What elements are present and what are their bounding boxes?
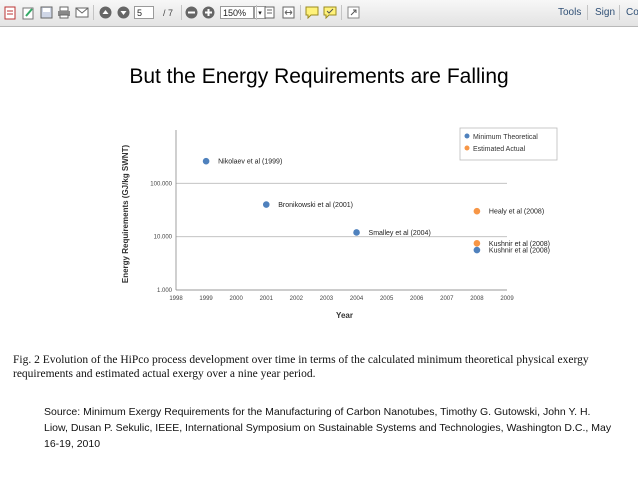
page-field-wrap: 5 xyxy=(133,4,155,21)
expand-icon[interactable] xyxy=(345,4,361,21)
data-point-label: Smalley et al (2004) xyxy=(369,230,431,237)
y-tick-label: 10.000 xyxy=(154,235,173,241)
next-page-icon[interactable] xyxy=(116,4,130,21)
data-point-label: Kushnir et al (2008) xyxy=(489,248,550,255)
data-point xyxy=(262,201,270,208)
data-point-label: Healy et al (2008) xyxy=(489,209,544,216)
comment-link[interactable]: Co xyxy=(626,7,638,18)
print-icon[interactable] xyxy=(56,4,72,21)
x-tick-label: 2008 xyxy=(470,296,484,302)
x-tick-label: 2001 xyxy=(260,296,274,302)
fit-page-icon[interactable] xyxy=(261,4,277,21)
page-number-input[interactable]: 5 xyxy=(134,6,154,19)
sticky-note-icon[interactable] xyxy=(304,4,320,21)
x-tick-label: 2009 xyxy=(500,296,514,302)
figure-caption-line-2: requirements and estimated actual exergy… xyxy=(13,368,316,380)
source-citation: Source: Minimum Exergy Requirements for … xyxy=(44,406,612,450)
email-icon[interactable] xyxy=(74,4,90,21)
y-axis-label: Energy Requirements (GJ/kg SWNT) xyxy=(121,145,130,284)
x-tick-label: 2000 xyxy=(230,296,244,302)
slide-page: But the Energy Requirements are Falling … xyxy=(0,27,638,479)
previous-page-icon[interactable] xyxy=(98,4,112,21)
legend-entry: Estimated Actual xyxy=(473,146,526,153)
page-total-label: / 7 xyxy=(162,7,173,18)
pdf-toolbar: 5 / 7 150% ▾ Tools Sign Co xyxy=(0,0,638,27)
data-point xyxy=(473,240,481,247)
energy-requirements-chart: 1.000 10.000 100.000 1998 1999 2000 2001 2002 20… xyxy=(121,127,558,320)
data-point-label: Nikolaev et al (1999) xyxy=(218,159,282,166)
data-point-label: Kushnir et al (2008) xyxy=(489,241,550,248)
edit-icon[interactable] xyxy=(20,4,36,21)
save-icon[interactable] xyxy=(38,4,54,21)
x-tick-label: 2004 xyxy=(350,296,364,302)
legend-marker xyxy=(464,133,470,139)
legend-marker xyxy=(464,145,470,151)
x-axis-label: Year xyxy=(336,311,353,320)
x-tick-label: 2007 xyxy=(440,296,454,302)
slide-title: But the Energy Requirements are Falling xyxy=(129,65,509,88)
y-tick-label: 100.000 xyxy=(150,181,172,187)
zoom-out-icon[interactable] xyxy=(184,4,198,21)
tools-link[interactable]: Tools xyxy=(558,7,582,18)
legend-entry: Minimum Theoretical xyxy=(473,134,538,141)
sign-link[interactable]: Sign xyxy=(595,7,616,18)
figure-caption-line-1: Fig. 2 Evolution of the HiPco process de… xyxy=(13,354,589,366)
create-pdf-icon[interactable] xyxy=(2,4,18,21)
x-tick-label: 1998 xyxy=(169,296,183,302)
zoom-in-icon[interactable] xyxy=(201,4,215,21)
x-tick-label: 2003 xyxy=(320,296,334,302)
zoom-level-input[interactable]: 150% xyxy=(220,6,254,19)
highlight-icon[interactable] xyxy=(322,4,338,21)
x-tick-label: 2002 xyxy=(290,296,304,302)
x-tick-label: 2005 xyxy=(380,296,394,302)
chart-legend-box xyxy=(459,127,558,161)
data-point xyxy=(473,207,481,215)
figure-caption: Fig. 2 Evolution of the HiPco process de… xyxy=(13,353,638,381)
data-point-label: Bronikowski et al (2001) xyxy=(278,202,353,209)
x-tick-label: 1999 xyxy=(199,296,213,302)
data-point xyxy=(353,229,360,236)
y-tick-label: 1.000 xyxy=(157,288,173,294)
fit-width-icon[interactable] xyxy=(280,4,296,21)
data-point xyxy=(202,157,210,165)
data-point xyxy=(473,246,481,254)
x-tick-label: 2006 xyxy=(410,296,424,302)
zoom-wrap: 150% ▾ xyxy=(218,4,268,21)
